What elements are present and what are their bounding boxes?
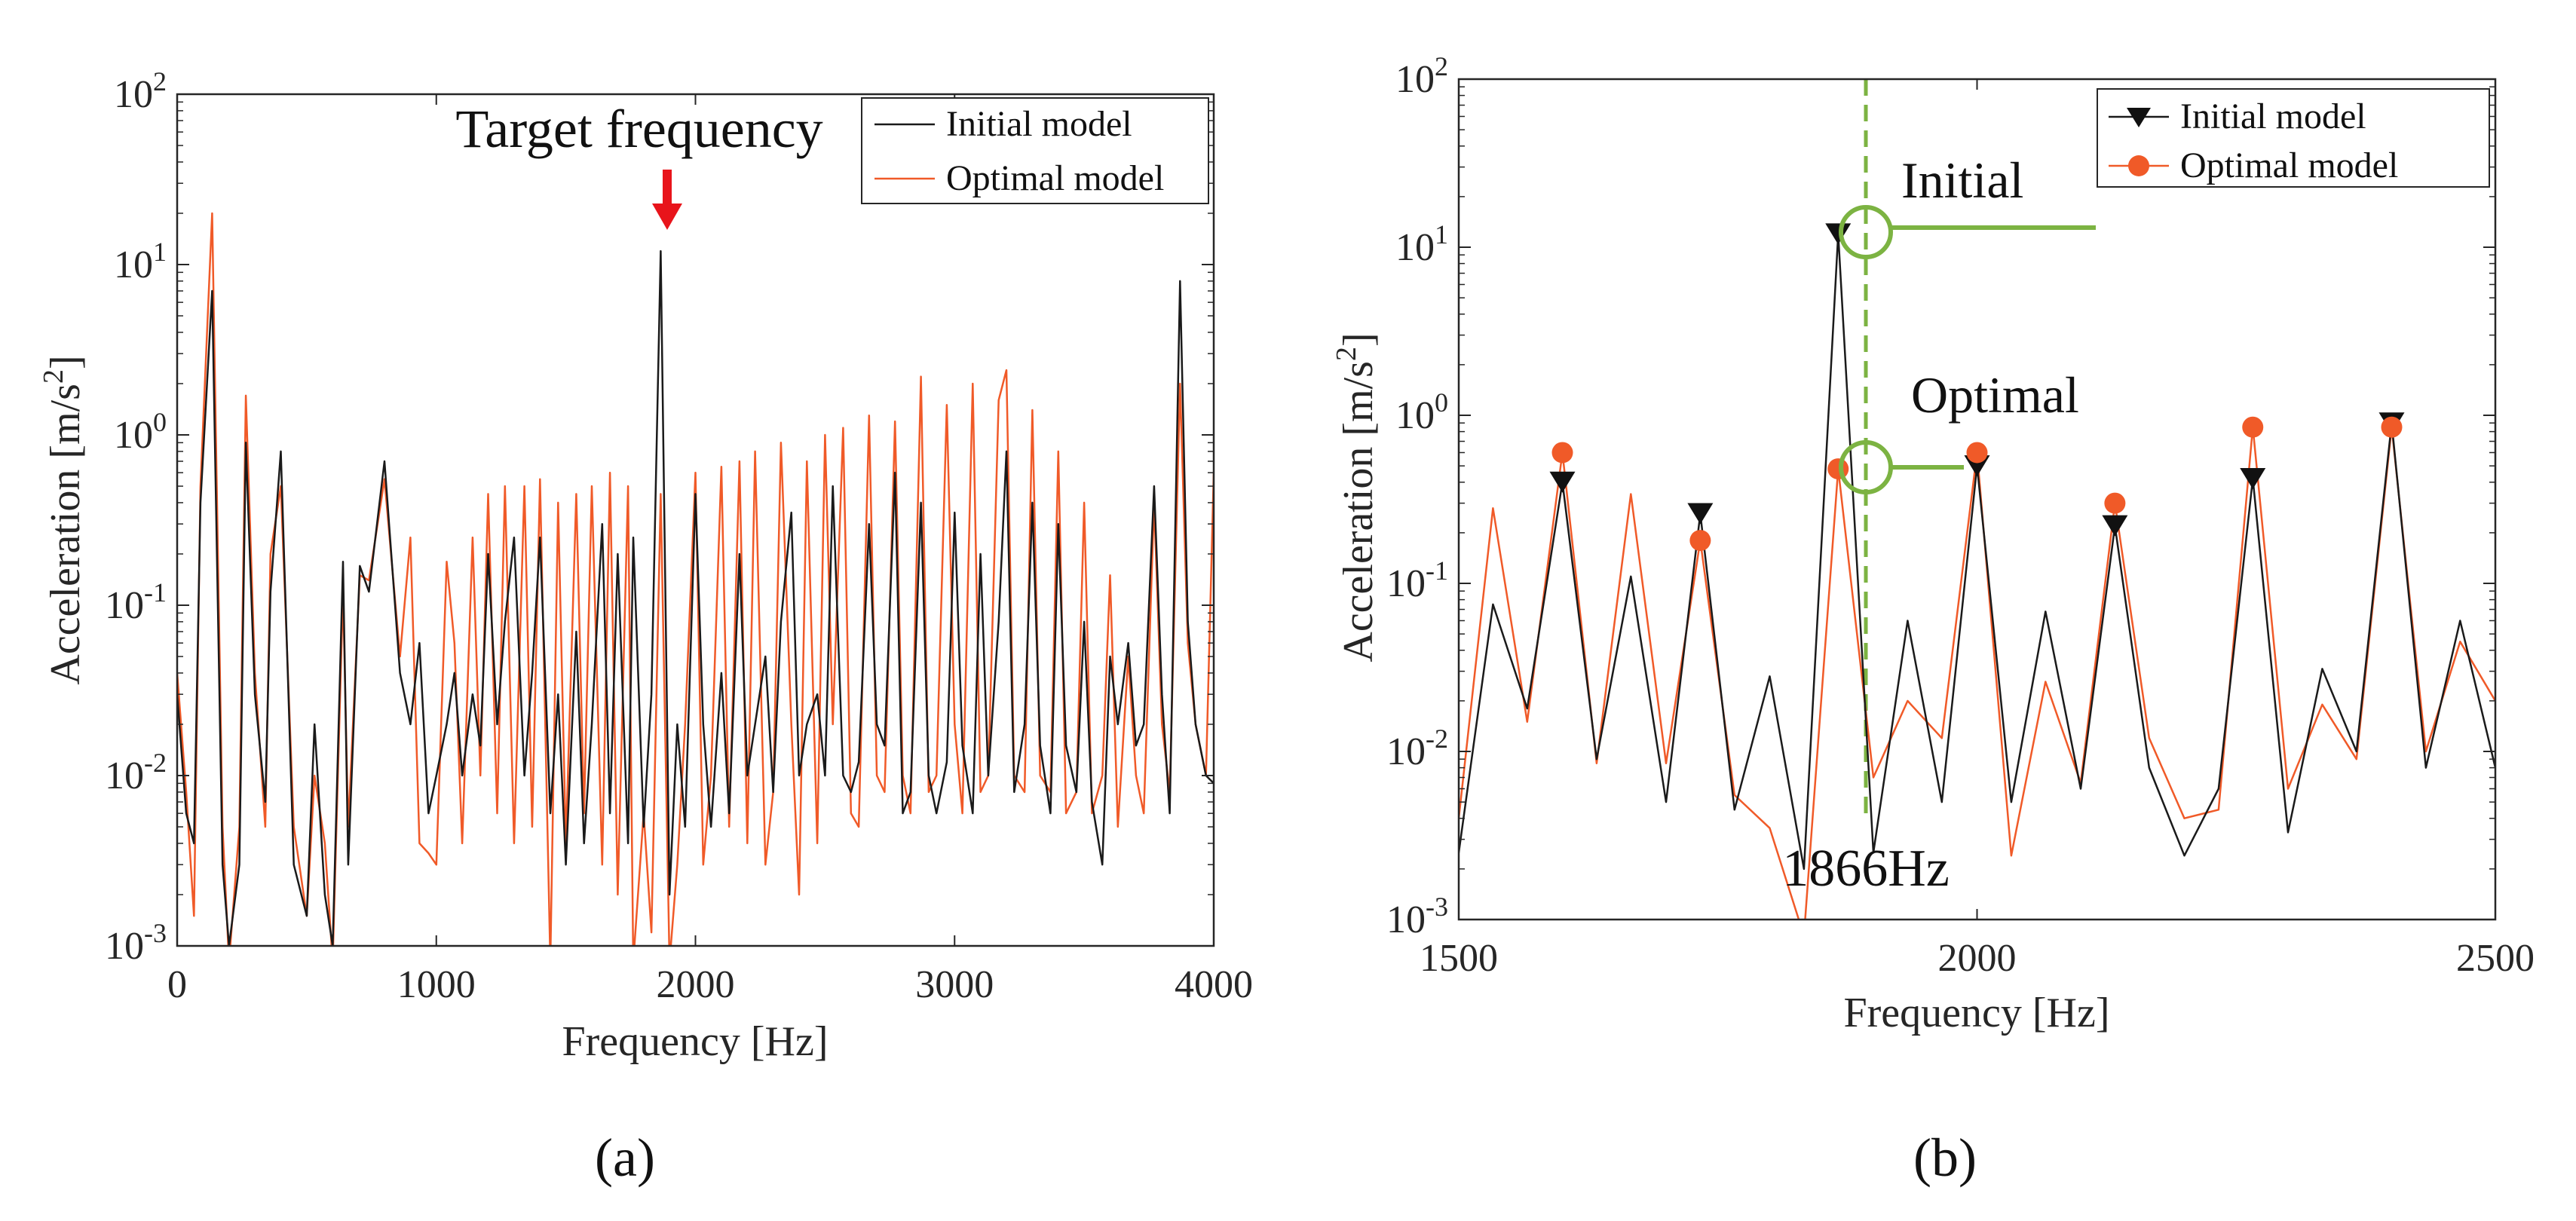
y-tick-label: 10-2: [105, 748, 167, 797]
series-line-optimal: [177, 212, 1214, 946]
optimal-annotation-label: Optimal: [1911, 366, 2079, 424]
legend-label-initial: Initial model: [946, 104, 1132, 144]
series-group: [1459, 233, 2495, 920]
target-frequency-label: Target frequency: [455, 99, 822, 159]
y-tick-label: 10-3: [105, 918, 167, 968]
data-point-initial: [1687, 503, 1714, 525]
legend-box: [861, 97, 1209, 204]
panel-a: 0 1000 2000 3000 4000 10-3 10-2 10-1 100 101 102 F…: [38, 66, 1253, 1188]
y-tick-label: 102: [114, 66, 167, 116]
legend-box: [2097, 88, 2490, 188]
y-tick-label: 10-3: [1386, 892, 1448, 941]
y-axis-label: Acceleration [m/s2]: [38, 355, 89, 684]
x-tick-label: 2000: [657, 963, 735, 1006]
y-tick-label: 10-2: [1386, 724, 1448, 773]
y-tick-label: 100: [114, 407, 167, 457]
data-point-optimal: [2242, 416, 2264, 438]
y-tick-label: 101: [1395, 219, 1448, 269]
y-tick-label: 100: [1395, 387, 1448, 437]
panel-label-b: (b): [1913, 1128, 1977, 1188]
legend-label-initial: Initial model: [2180, 96, 2366, 136]
data-point-initial: [1825, 223, 1852, 245]
data-point-initial: [1549, 471, 1576, 493]
target-frequency-value-label: 1866Hz: [1782, 840, 1950, 898]
legend-marker-optimal: [2128, 155, 2149, 176]
y-tick-label: 10-1: [1386, 555, 1448, 605]
x-tick-label: 1500: [1420, 937, 1498, 980]
legend-marker-initial: [2127, 108, 2151, 127]
optimal-highlight: Optimal: [1839, 366, 2079, 494]
data-point-optimal: [1689, 530, 1711, 552]
x-axis-label: Frequency [Hz]: [1844, 990, 2110, 1036]
series-line-optimal: [1459, 426, 2495, 920]
data-point-optimal: [2104, 492, 2126, 514]
y-tick-label: 101: [114, 237, 167, 286]
y-tick-label: 10-1: [105, 577, 167, 627]
panel-label-a: (a): [595, 1128, 655, 1188]
x-axis-label: Frequency [Hz]: [562, 1018, 829, 1065]
x-tick-label: 4000: [1175, 963, 1253, 1006]
series-line-initial: [1459, 233, 2495, 871]
y-axis-label: Acceleration [m/s2]: [1331, 332, 1382, 662]
legend: Initial model Optimal model: [861, 97, 1209, 204]
target-frequency-arrow: [652, 170, 682, 230]
x-tick-label: 1000: [397, 963, 476, 1006]
x-tick-label: 2000: [1938, 937, 2017, 980]
x-tick-label: 3000: [915, 963, 994, 1006]
series-group: [177, 212, 1214, 946]
data-point-optimal: [2381, 416, 2403, 438]
data-point-initial: [2240, 468, 2266, 490]
legend: Initial model Optimal model: [2097, 88, 2490, 188]
initial-annotation-label: Initial: [1901, 151, 2023, 209]
y-tick-label: 102: [1395, 51, 1448, 101]
legend-label-optimal: Optimal model: [2180, 145, 2398, 185]
data-point-initial: [2102, 515, 2128, 537]
data-point-optimal: [1551, 442, 1573, 464]
initial-highlight-circle: [1839, 205, 1893, 259]
x-tick-label: 2500: [2456, 937, 2535, 980]
data-point-optimal: [1966, 442, 1988, 464]
initial-highlight: Initial: [1839, 151, 2096, 259]
panel-b: 1500 2000 2500 10-3 10-2 10-1 100 101 102 Freque…: [1331, 51, 2535, 1188]
series-line-initial: [177, 249, 1214, 946]
data-point-optimal: [1827, 458, 1849, 480]
x-tick-label: 0: [167, 963, 187, 1006]
legend-label-optimal: Optimal model: [946, 158, 1164, 198]
